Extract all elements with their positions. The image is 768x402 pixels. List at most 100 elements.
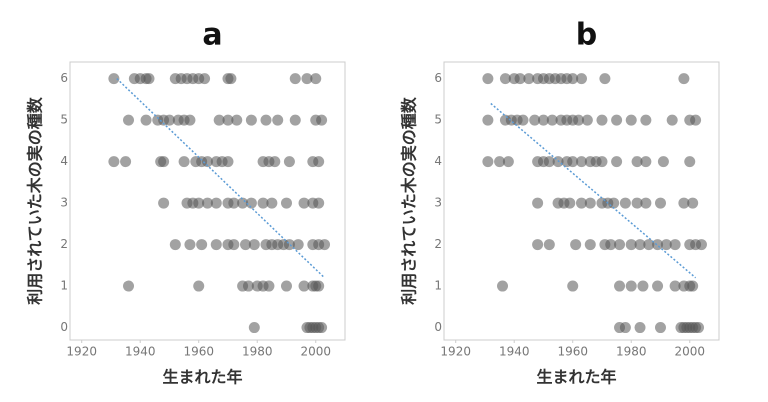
plot-frame	[69, 61, 346, 341]
data-point	[184, 239, 196, 251]
data-point	[517, 114, 529, 126]
y-tick-label: 6	[434, 71, 442, 85]
data-point	[643, 239, 655, 251]
data-point	[695, 239, 707, 251]
data-point	[660, 239, 672, 251]
x-tick-label: 2000	[674, 345, 705, 359]
data-point	[581, 114, 593, 126]
data-point	[584, 197, 596, 209]
data-point	[614, 239, 626, 251]
data-point	[567, 280, 579, 292]
data-point	[532, 239, 544, 251]
data-point	[193, 197, 205, 209]
data-point	[158, 197, 170, 209]
data-point	[584, 239, 596, 251]
data-point	[120, 156, 132, 168]
data-point	[184, 114, 196, 126]
data-point	[654, 322, 666, 334]
data-point	[280, 197, 292, 209]
data-point	[482, 73, 494, 85]
x-tick-label: 1980	[616, 345, 647, 359]
data-point	[225, 73, 237, 85]
data-point	[619, 197, 631, 209]
data-point	[231, 114, 243, 126]
y-tick-label: 5	[60, 113, 68, 127]
data-point	[514, 73, 526, 85]
data-point	[625, 280, 637, 292]
data-point	[482, 156, 494, 168]
data-point	[228, 197, 240, 209]
data-point	[690, 114, 702, 126]
data-point	[523, 73, 535, 85]
panel-title: b	[576, 18, 597, 53]
data-point	[605, 239, 617, 251]
data-point	[543, 156, 555, 168]
data-point	[313, 280, 325, 292]
data-point	[652, 239, 664, 251]
data-point	[502, 156, 514, 168]
data-point	[693, 322, 705, 334]
y-tick-label: 0	[434, 320, 442, 334]
data-point	[289, 114, 301, 126]
x-tick-label: 1940	[499, 345, 530, 359]
data-point	[301, 73, 313, 85]
x-tick-label: 1960	[557, 345, 588, 359]
data-point	[228, 239, 240, 251]
data-point	[687, 197, 699, 209]
y-tick-label: 3	[434, 196, 442, 210]
data-point	[196, 239, 208, 251]
data-point	[313, 197, 325, 209]
data-point	[546, 114, 558, 126]
data-point	[202, 197, 213, 209]
data-point	[640, 197, 652, 209]
data-point	[266, 197, 278, 209]
data-point	[169, 239, 181, 251]
data-point	[260, 114, 272, 126]
data-point	[576, 156, 587, 168]
data-point	[210, 239, 222, 251]
data-point	[532, 197, 544, 209]
data-point	[237, 197, 249, 209]
data-point	[140, 114, 152, 126]
data-point	[482, 114, 494, 126]
data-point	[316, 322, 328, 334]
data-point	[123, 280, 135, 292]
data-point	[263, 280, 275, 292]
trend-line	[490, 102, 697, 279]
data-point	[637, 280, 649, 292]
data-point	[625, 239, 637, 251]
data-point	[567, 73, 579, 85]
data-point	[193, 280, 205, 292]
y-tick-label: 0	[60, 320, 68, 334]
data-point	[158, 156, 170, 168]
data-point	[529, 114, 541, 126]
data-point	[631, 156, 643, 168]
y-axis-label: 利用されていた木の実の種数	[400, 96, 419, 305]
data-point	[298, 280, 310, 292]
data-point	[222, 156, 234, 168]
data-point	[657, 156, 669, 168]
data-point	[245, 197, 257, 209]
data-point	[611, 156, 623, 168]
data-point	[654, 197, 666, 209]
data-point	[257, 197, 269, 209]
data-point	[283, 156, 295, 168]
data-point	[269, 156, 281, 168]
data-point	[163, 114, 175, 126]
data-point	[272, 114, 284, 126]
data-point	[678, 73, 690, 85]
x-tick-label: 1940	[125, 345, 156, 359]
data-point	[537, 114, 549, 126]
data-point	[310, 73, 322, 85]
y-tick-label: 1	[60, 279, 68, 293]
data-point	[313, 156, 325, 168]
data-point	[499, 73, 511, 85]
y-tick-label: 1	[434, 279, 442, 293]
data-point	[570, 239, 582, 251]
data-point	[669, 239, 681, 251]
data-point	[614, 280, 626, 292]
data-point	[640, 156, 652, 168]
data-point	[316, 114, 328, 126]
data-point	[567, 156, 579, 168]
x-tick-label: 1960	[183, 345, 214, 359]
